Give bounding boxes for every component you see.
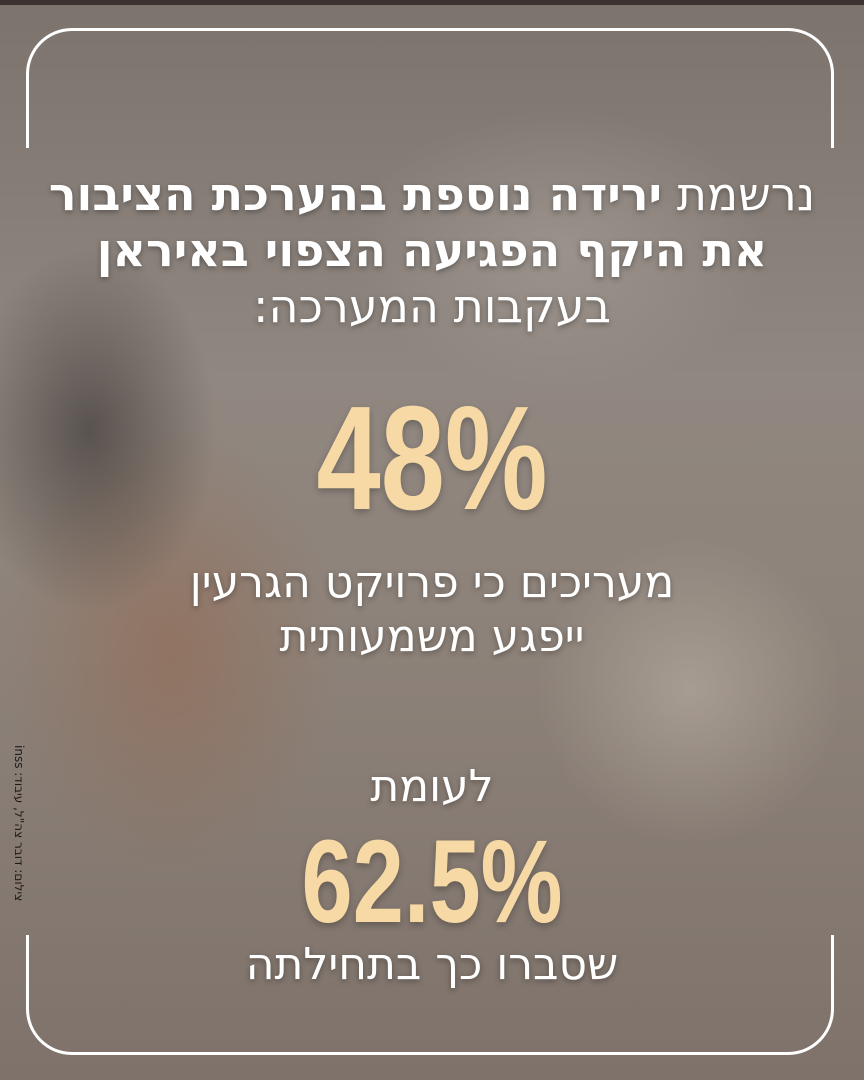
- frame-top-border: [26, 28, 834, 148]
- stat2-description: שסברו כך בתחילתה: [245, 939, 619, 990]
- stat1-description-line2: ייפגע משמעותית: [279, 611, 585, 662]
- top-edge-bar: [0, 0, 864, 5]
- stat1-description: מעריכים כי פרויקט הגרעין ייפגע משמעותית: [26, 556, 838, 664]
- headline-prefix: נרשמת: [676, 167, 816, 221]
- frame-bottom-border: [26, 935, 834, 1055]
- headline-bold-1: ירידה נוספת בהערכת הציבור: [48, 167, 663, 221]
- headline-line-2: את היקף הפגיעה הצפוי באיראן: [96, 223, 768, 277]
- headline-line-3: בעקבות המערכה:: [253, 279, 611, 333]
- stat-48-percent: 48%: [316, 376, 548, 541]
- stat1-description-line1: מעריכים כי פרויקט הגרעין: [189, 557, 675, 608]
- compare-label: לעומת: [370, 761, 494, 812]
- photo-credit: צילום: דובר צה"ל, עיבוד: inss: [12, 745, 26, 902]
- stat-62-percent: 62.5%: [301, 816, 563, 948]
- headline-line-1: נרשמת ירידה נוספת בהערכת הציבור: [26, 166, 838, 222]
- headline: נרשמת ירידה נוספת בהערכת הציבור את היקף …: [26, 166, 838, 334]
